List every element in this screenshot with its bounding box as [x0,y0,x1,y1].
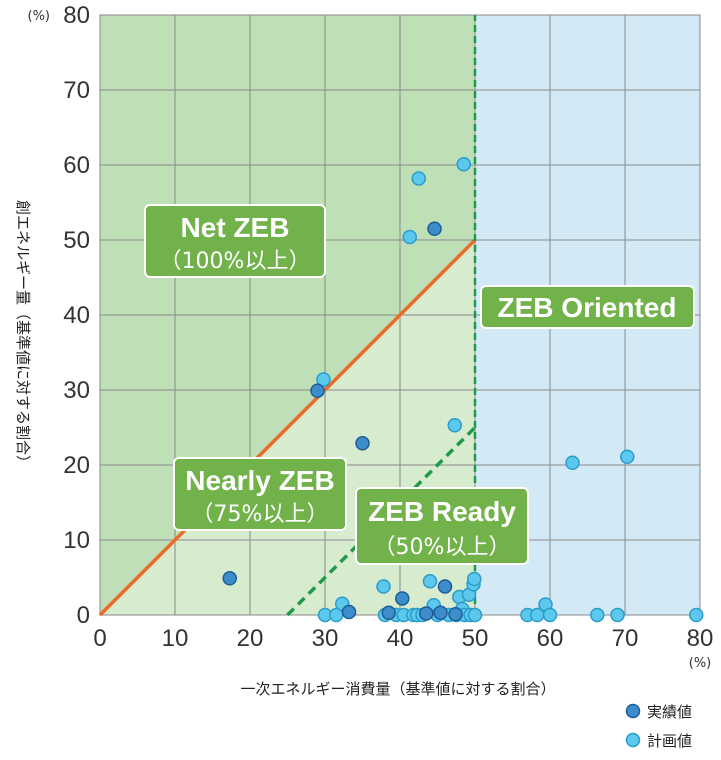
zeb-oriented-label-title: ZEB Oriented [498,292,677,323]
plan-point [402,229,417,245]
plan-point [411,171,426,186]
plan-point [620,449,635,464]
x-axis-label: 一次エネルギー消費量（基準値に対する割合） [240,680,555,698]
actual-point [222,571,237,586]
plan-point [542,607,558,623]
plan-point [422,574,438,589]
y-tick-label: 10 [63,527,90,554]
plan-point [610,607,625,623]
legend: 実績値 計画値 [625,703,692,750]
net-zeb-label: Net ZEB （100%以上） [144,204,326,278]
y-axis-ticks: 0 10 20 30 40 50 60 70 80 [63,2,90,629]
x-tick-label: 0 [93,625,106,652]
y-tick-label: 50 [63,227,90,254]
zeb-ready-label-title: ZEB Ready [368,496,516,527]
actual-point [433,605,448,620]
x-axis-ticks: 0 10 20 30 40 50 60 70 80 [93,625,713,652]
y-tick-label: 30 [63,377,90,404]
y-tick-label: 40 [63,302,90,329]
nearly-zeb-label: Nearly ZEB （75%以上） [173,457,347,531]
actual-series-points [222,221,463,622]
plan-point [467,607,483,623]
y-tick-label: 70 [63,77,90,104]
plan-point [456,157,471,172]
plan-point [467,571,482,587]
y-axis-unit: (%) [28,9,51,24]
net-zeb-label-sub: （100%以上） [160,249,311,274]
legend-plan-marker [625,732,641,748]
x-tick-label: 20 [237,625,264,652]
actual-point [355,436,370,451]
x-axis-unit: (%) [689,656,712,671]
x-tick-label: 30 [312,625,339,652]
legend-actual-label: 実績値 [647,703,692,721]
zeb-ready-label-sub: （50%以上） [374,535,511,560]
actual-point [419,606,434,621]
actual-point [427,221,442,236]
actual-point [448,607,463,622]
y-tick-label: 0 [77,602,90,629]
plan-point [376,579,391,594]
zeb-oriented-label: ZEB Oriented [480,285,695,329]
zeb-ready-label: ZEB Ready （50%以上） [355,487,529,565]
x-tick-label: 10 [162,625,189,652]
actual-point [381,605,396,620]
plan-point [689,607,704,623]
plan-point [590,607,605,623]
net-zeb-label-title: Net ZEB [181,212,290,243]
plan-point [316,372,331,387]
x-tick-label: 80 [687,625,714,652]
y-axis-label: 創エネルギー量（基準値に対する割合） [14,200,32,470]
legend-actual-marker [625,703,641,719]
actual-point [310,383,325,398]
nearly-zeb-label-title: Nearly ZEB [185,465,334,496]
y-tick-label: 80 [63,2,90,29]
actual-point [437,579,453,594]
y-tick-label: 20 [63,452,90,479]
y-tick-label: 60 [63,152,90,179]
actual-point [341,604,357,620]
legend-plan-label: 計画値 [647,732,692,750]
x-tick-label: 60 [537,625,564,652]
actual-point [395,591,410,606]
x-tick-label: 40 [387,625,414,652]
plan-point [447,418,462,433]
nearly-zeb-label-sub: （75%以上） [192,502,329,527]
net-zeb-boundary-line [98,238,477,617]
x-tick-label: 70 [612,625,639,652]
plan-point [565,455,580,470]
x-tick-label: 50 [462,625,489,652]
